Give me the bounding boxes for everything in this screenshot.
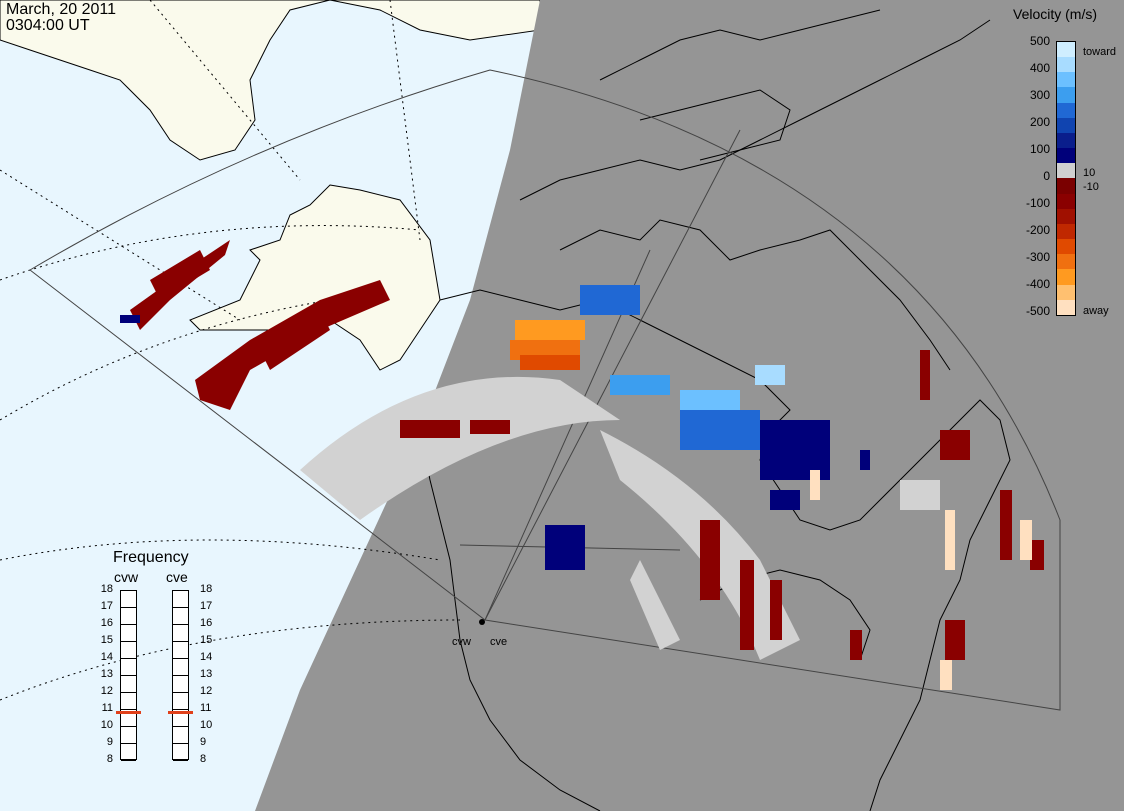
frequency-scale-label: 14 <box>200 651 213 663</box>
frequency-cell <box>121 693 136 710</box>
colorbar-segment <box>1057 193 1075 209</box>
frequency-scale-label: 18 <box>100 583 113 595</box>
colorbar-tick-label: -400 <box>1025 277 1050 291</box>
frequency-cell <box>173 625 188 642</box>
colorbar-segment <box>1057 178 1075 194</box>
echoes-away-fast <box>510 320 585 370</box>
frequency-cell <box>121 625 136 642</box>
velocity-colorbar <box>1056 41 1076 316</box>
colorbar-tick-label: 100 <box>1029 142 1050 156</box>
colorbar-tick-label: 300 <box>1029 88 1050 102</box>
frequency-cell <box>173 608 188 625</box>
colorbar-segment <box>1057 117 1075 133</box>
frequency-cell <box>173 693 188 710</box>
colorbar-segment <box>1057 42 1075 58</box>
frequency-scale-label: 12 <box>200 685 213 697</box>
frequency-bar-cvw <box>120 590 137 761</box>
frequency-scale-label: 11 <box>101 702 113 714</box>
colorbar-segment <box>1057 102 1075 118</box>
frequency-cell <box>121 676 136 693</box>
frequency-scale-label: 15 <box>100 634 113 646</box>
frequency-scale-label: 12 <box>100 685 113 697</box>
frequency-cell <box>173 642 188 659</box>
frequency-cell <box>173 676 188 693</box>
frequency-cell <box>121 659 136 676</box>
colorbar-tick-label: -300 <box>1025 250 1050 264</box>
colorbar-segment <box>1057 239 1075 255</box>
frequency-scale-label: 9 <box>200 736 207 748</box>
colorbar-segment <box>1057 223 1075 240</box>
frequency-cell <box>121 591 136 608</box>
frequency-scale-label: 9 <box>106 736 113 748</box>
frequency-scale-label: 13 <box>200 668 213 680</box>
colorbar-segment <box>1057 163 1075 179</box>
day-land-siberia <box>0 0 541 161</box>
date-label: March, 20 2011 <box>6 1 116 18</box>
colorbar-segment <box>1057 132 1075 149</box>
frequency-scale-label: 17 <box>200 600 213 612</box>
colorbar-segment <box>1057 87 1075 103</box>
frequency-cell <box>173 659 188 676</box>
frequency-marker-cve <box>168 711 193 715</box>
colorbar-tick-label: -100 <box>1025 196 1050 210</box>
coastlines <box>419 9 1011 811</box>
frequency-cell <box>121 710 136 727</box>
colorbar-segment <box>1057 284 1075 300</box>
colorbar-segment <box>1057 299 1075 315</box>
frequency-scale-label: 8 <box>200 753 207 765</box>
frequency-scale-label: 15 <box>200 634 213 646</box>
frequency-cell <box>121 642 136 659</box>
frequency-title: Frequency <box>113 549 189 566</box>
colorbar-away-label: away <box>1083 305 1109 317</box>
frequency-scale-label: 11 <box>200 702 212 714</box>
frequency-marker-cvw <box>116 711 141 715</box>
echoes-toward <box>120 285 870 570</box>
frequency-scale-label: 16 <box>100 617 113 629</box>
colorbar-tick-label: 200 <box>1029 115 1050 129</box>
colorbar-inner-negative-label: -10 <box>1083 181 1099 193</box>
colorbar-segment <box>1057 269 1075 285</box>
frequency-cell <box>173 710 188 727</box>
colorbar-tick-label: -500 <box>1025 304 1050 318</box>
frequency-cell <box>173 727 188 744</box>
colorbar-segment <box>1057 254 1075 270</box>
echoes-away-slow <box>810 470 1032 690</box>
frequency-scale-label: 10 <box>200 719 213 731</box>
frequency-column-label-cvw: cvw <box>114 569 139 585</box>
colorbar-tick-label: 500 <box>1029 34 1050 48</box>
echoes-negative-slow <box>130 240 1044 660</box>
frequency-cell <box>173 744 188 761</box>
colorbar-tick-label: 0 <box>1043 169 1050 183</box>
frequency-scale-label: 16 <box>200 617 213 629</box>
frequency-column-label-cve: cve <box>166 569 188 585</box>
colorbar-toward-label: toward <box>1083 46 1117 58</box>
frequency-scale-label: 14 <box>100 651 113 663</box>
frequency-scale-label: 17 <box>100 600 113 612</box>
frequency-cell <box>121 608 136 625</box>
colorbar-inner-positive-label: 10 <box>1083 167 1096 179</box>
colorbar-tick-label: -200 <box>1025 223 1050 237</box>
frequency-scale-label: 13 <box>100 668 113 680</box>
frequency-cell <box>173 591 188 608</box>
frequency-scale-label: 10 <box>100 719 113 731</box>
radar-label-cve: cve <box>490 636 508 648</box>
lat-lon-grid <box>0 0 461 701</box>
frequency-cell <box>121 744 136 761</box>
frequency-scale-label: 18 <box>200 583 213 595</box>
radar-label-cvw: cvw <box>452 636 471 648</box>
colorbar-tick-label: 400 <box>1029 61 1050 75</box>
radar-sites <box>479 619 485 625</box>
colorbar-segment <box>1057 148 1075 164</box>
frequency-scale-label: 8 <box>106 753 113 765</box>
frequency-bar-cve <box>172 590 189 761</box>
colorbar-segment <box>1057 72 1075 88</box>
frequency-cell <box>121 727 136 744</box>
colorbar-title: Velocity (m/s) <box>1013 6 1098 22</box>
time-label: 0304:00 UT <box>6 17 90 34</box>
colorbar-segment <box>1057 57 1075 73</box>
colorbar-segment <box>1057 208 1075 224</box>
radar-site-cvw <box>479 619 485 625</box>
